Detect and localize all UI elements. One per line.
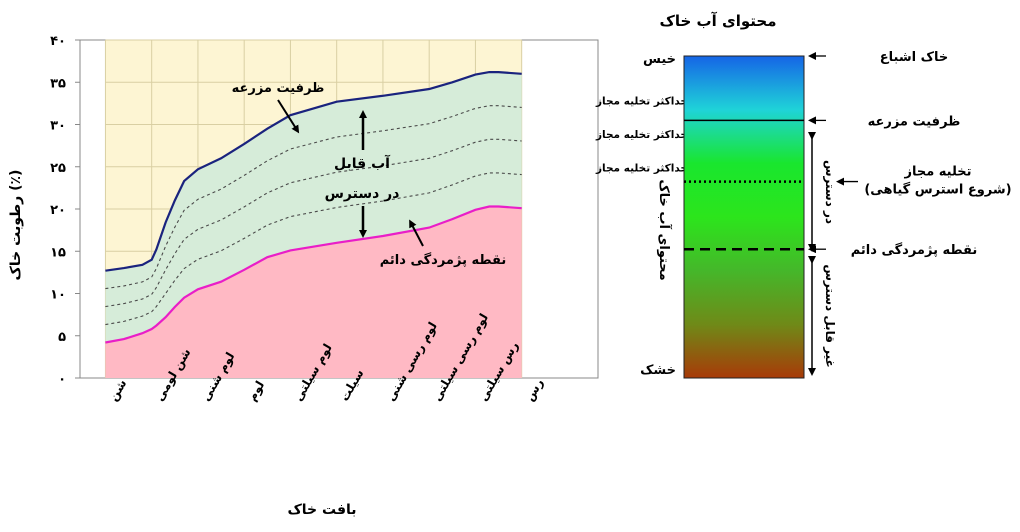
x-tick-label: لوم [245,378,268,404]
water-content-gradient-bar [683,55,805,379]
level-label: (شروع استرس گیاهی) [864,182,1011,198]
level-lines [684,119,804,251]
x-tick-label: شن [106,377,129,404]
level-labels: خاک اشباع ظرفیت مزرعه تخلیه مجاز (شروع استر… [808,50,1012,258]
y-tick-label: ۱۵ [50,245,66,260]
series-lines [105,71,522,344]
available-vertical-label: در دسترس [823,160,837,224]
y-tick-label: ۲۰ [50,203,66,218]
depletion-line [105,138,522,308]
y-axis-title: رطوبت خاک (٪) [8,170,24,281]
diagram-title: محتوای آب خاک [660,12,777,30]
depletion-line [105,172,522,326]
level-label: تخلیه مجاز [903,165,971,180]
level-label: خاک اشباع [880,50,948,65]
wilting-point-arrow [409,219,424,247]
wet-label: خیس [643,52,676,67]
series-line [105,71,522,272]
level-label: ظرفیت مزرعه [868,114,961,129]
field-capacity-annotation: ظرفیت مزرعه [232,81,325,96]
soil-moisture-chart: ۲۵ ٪ حداکثر تخلیه مجاز۵۰ ٪ حداکثر تخلیه … [8,34,715,518]
y-tick-label: ۴۰ [50,34,66,49]
x-tick-label: رس [522,376,546,403]
field-capacity-arrow [277,99,300,134]
y-tick-label: ۳۵ [50,76,66,91]
level-label: نقطه پژمردگی دائم [851,242,978,258]
y-tick-label: ۵ [58,330,66,345]
series-line [105,205,522,344]
soil-water-content-diagram: محتوای آب خاک خیس خشک محتوای آب خاک خاک … [640,12,1012,379]
y-tick-label: ۲۵ [50,161,66,176]
x-axis-title: بافت خاک [287,502,356,518]
y-tick-label: ۰ [58,372,66,387]
available-water-annotation-line1: آب قابل [334,154,391,172]
below-wilting-area [105,206,522,378]
y-ticks: ۰ ۵ ۱۰ ۱۵ ۲۰ ۲۵ ۳۰ ۳۵ ۴۰ [50,34,80,387]
y-tick-label: ۱۰ [50,288,66,303]
wilting-point-annotation: نقطه پژمردگی دائم [380,252,507,268]
unavailable-vertical-label: غیر قابل دسترس [823,264,837,367]
available-water-annotation-line2: در دسترس [325,186,400,202]
available-water-area [105,72,522,343]
bar-vertical-label: محتوای آب خاک [656,179,673,280]
dry-label: خشک [640,363,676,378]
y-tick-label: ۳۰ [50,119,66,134]
depletion-line [105,105,522,290]
